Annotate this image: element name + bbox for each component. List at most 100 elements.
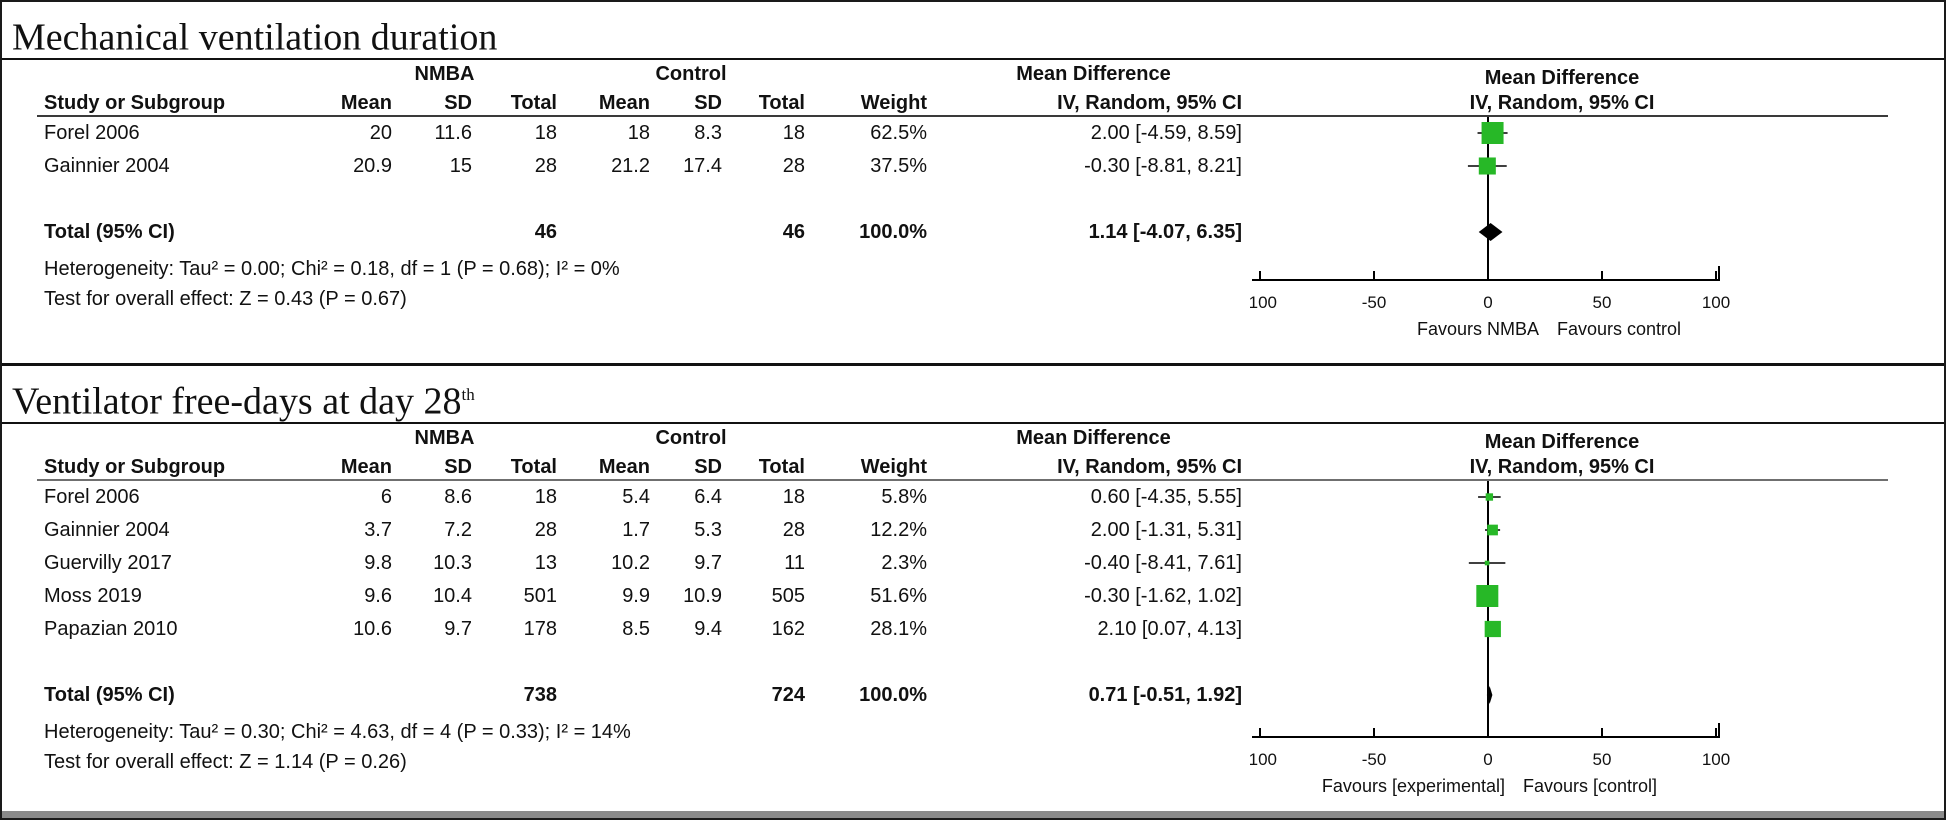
cell-weight: 100.0%	[859, 221, 927, 243]
cell-total2: 18	[782, 486, 805, 508]
experimental-group-header: NMBA	[414, 63, 475, 85]
col-header-weight: Weight	[860, 92, 927, 114]
panel-body: NMBA Control Mean Difference Study or Su…	[2, 424, 1944, 810]
cell-ci: -0.30 [-8.81, 8.21]	[1084, 155, 1242, 177]
cell-sd2: 9.4	[694, 618, 722, 640]
study-row: Forel 2006 6 8.6 18 5.4 6.4 18 5.8% 0.60 [-4.35,…	[37, 481, 1250, 514]
group-header-row: NMBA Control Mean Difference	[37, 60, 1250, 86]
panel-body: NMBA Control Mean Difference Study or Su…	[2, 60, 1944, 366]
cell-study: Gainnier 2004	[44, 155, 170, 177]
cell-mean1: 10.6	[353, 618, 392, 640]
col-header-total-exp: Total	[510, 456, 557, 478]
cell-study: Total (95% CI)	[44, 221, 175, 243]
cell-mean2: 8.5	[622, 618, 650, 640]
panel-title-superscript: th	[461, 385, 475, 404]
cell-mean1: 20	[369, 122, 392, 144]
cell-sd1: 10.4	[433, 585, 472, 607]
total-row: Total (95% CI) 738 724 100.0% 0.71 [-0.51, 1…	[37, 679, 1250, 712]
col-header-total-ctrl: Total	[758, 92, 805, 114]
axis-tick-label: 50	[1593, 293, 1612, 312]
panel-title-text: Ventilator free-days at day 28	[12, 380, 462, 423]
cell-sd1: 11.6	[434, 122, 472, 144]
axis-tick-label: 100	[1702, 750, 1730, 769]
study-rows: Forel 2006 6 8.6 18 5.4 6.4 18 5.8% 0.60 [-4.35,…	[37, 481, 1250, 712]
cell-mean2: 9.9	[622, 585, 650, 607]
cell-weight: 62.5%	[870, 122, 927, 144]
cell-mean1: 20.9	[353, 155, 392, 177]
cell-total2: 724	[771, 684, 805, 706]
col-header-sd-exp: SD	[444, 456, 472, 478]
effect-measure-header: Mean Difference	[1016, 427, 1171, 449]
favours-right-label: Favours control	[1557, 319, 1681, 339]
cell-mean1: 6	[380, 486, 392, 508]
cell-total2: 28	[782, 519, 805, 541]
cell-ci: 2.00 [-4.59, 8.59]	[1090, 122, 1242, 144]
col-header-weight: Weight	[860, 456, 927, 478]
cell-ci: 2.10 [0.07, 4.13]	[1097, 618, 1242, 640]
cell-sd2: 17.4	[683, 155, 722, 177]
col-header-mean-ctrl: Mean	[598, 92, 650, 114]
cell-weight: 12.2%	[870, 519, 927, 541]
col-header-total-ctrl: Total	[758, 456, 805, 478]
col-header-study: Study or Subgroup	[44, 456, 226, 478]
cell-study: Guervilly 2017	[44, 552, 172, 574]
cell-ci: -0.30 [-1.62, 1.02]	[1084, 585, 1242, 607]
cell-mean2: 5.4	[622, 486, 650, 508]
cell-ci: 0.60 [-4.35, 5.55]	[1090, 486, 1242, 508]
study-row: Forel 2006 20 11.6 18 18 8.3 18 62.5% 2.00 [-4.5…	[37, 117, 1250, 150]
cell-ci: 1.14 [-4.07, 6.35]	[1088, 221, 1242, 243]
cell-total2: 505	[771, 585, 805, 607]
study-weight-marker	[1481, 122, 1504, 144]
cell-sd2: 6.4	[694, 486, 722, 508]
control-group-header: Control	[655, 63, 727, 85]
col-header-sd-ctrl: SD	[694, 456, 722, 478]
cell-sd2: 9.7	[694, 552, 722, 574]
axis-tick-label: 0	[1483, 750, 1492, 769]
col-header-effect-ci: IV, Random, 95% CI	[1057, 92, 1242, 114]
cell-total1: 28	[534, 519, 557, 541]
col-header-total-exp: Total	[510, 92, 557, 114]
cell-sd1: 8.6	[444, 486, 472, 508]
cell-total1: 28	[534, 155, 557, 177]
column-header-row: Study or Subgroup Mean SD Total Mean SD …	[37, 86, 1250, 115]
cell-sd1: 10.3	[433, 552, 472, 574]
cell-total1: 501	[523, 585, 557, 607]
cell-mean2: 10.2	[611, 552, 650, 574]
col-header-sd-exp: SD	[444, 92, 472, 114]
axis-tick-label: -50	[1362, 750, 1387, 769]
study-rows: Forel 2006 20 11.6 18 18 8.3 18 62.5% 2.00 [-4.5…	[37, 117, 1250, 249]
plot-header-line1: Mean Difference	[1484, 431, 1640, 453]
study-weight-marker	[1485, 493, 1494, 501]
effect-measure-header: Mean Difference	[1016, 63, 1171, 85]
cell-total2: 28	[782, 155, 805, 177]
experimental-group-header: NMBA	[414, 427, 475, 449]
cell-total2: 46	[782, 221, 805, 243]
study-weight-marker	[1476, 585, 1499, 607]
cell-sd2: 5.3	[694, 519, 722, 541]
header-rule	[37, 115, 1888, 117]
plot-header: Mean Difference IV, Random, 95% CI	[1322, 430, 1802, 480]
cell-sd1: 7.2	[444, 519, 472, 541]
panel-title: Mechanical ventilation duration	[2, 2, 1944, 60]
cell-mean2: 18	[627, 122, 650, 144]
cell-sd1: 15	[449, 155, 472, 177]
axis-tick-label: 100	[1702, 293, 1730, 312]
axis-tick-label: -100	[1250, 293, 1277, 312]
col-header-study: Study or Subgroup	[44, 92, 226, 114]
col-header-mean-exp: Mean	[340, 92, 392, 114]
cell-weight: 28.1%	[870, 618, 927, 640]
study-weight-marker	[1484, 560, 1490, 566]
cell-study: Moss 2019	[44, 585, 142, 607]
cell-mean1: 9.6	[364, 585, 392, 607]
cell-weight: 51.6%	[870, 585, 927, 607]
cell-total1: 178	[523, 618, 557, 640]
cell-mean1: 9.8	[364, 552, 392, 574]
favours-right-label: Favours [control]	[1523, 776, 1657, 796]
panel-mechanical-ventilation-duration: Mechanical ventilation duration NMBA Con…	[2, 2, 1944, 366]
plot-header-line1: Mean Difference	[1484, 67, 1640, 89]
cell-total2: 18	[782, 122, 805, 144]
plot-header-line2: IV, Random, 95% CI	[1469, 456, 1655, 478]
study-weight-marker	[1487, 524, 1498, 536]
cell-total1: 46	[534, 221, 557, 243]
